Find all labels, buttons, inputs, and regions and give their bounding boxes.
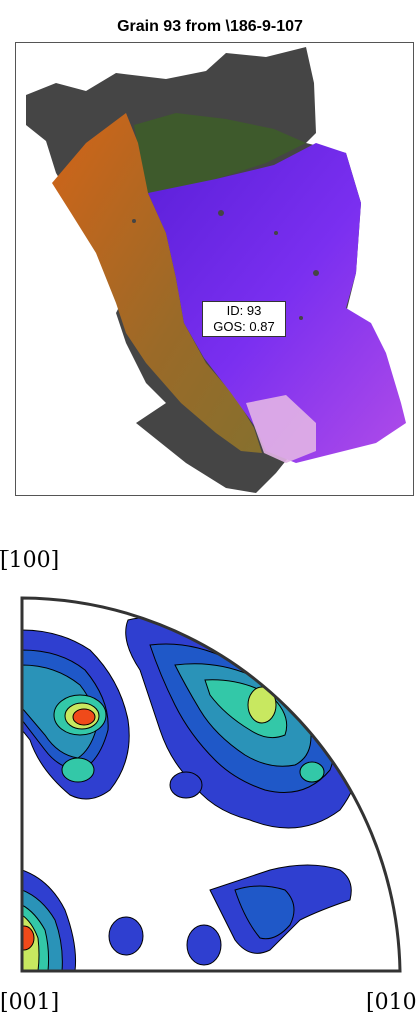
pole-figure [20, 596, 402, 973]
contour-right-2 [234, 885, 295, 940]
pole-label-bottom-left: [001] [0, 990, 60, 1015]
orange-grain [52, 113, 262, 453]
grain-info-box: ID: 93 GOS: 0.87 [202, 301, 286, 337]
ebsd-map: ID: 93 GOS: 0.87 [15, 42, 414, 496]
contour-band-small [299, 761, 325, 783]
grain-orientation-map [26, 47, 406, 493]
contour-band-5 [247, 686, 277, 724]
grain-gos-text: GOS: 0.87 [213, 319, 275, 334]
contour-blob-3 [186, 924, 222, 966]
contour-cluster-b-peak [22, 925, 35, 951]
contour-blob-1 [169, 771, 203, 799]
map-title: Grain 93 from \186-9-107 [117, 18, 303, 35]
contour-cluster-a-peak [72, 708, 96, 726]
contour-cluster-a-lower [61, 757, 95, 783]
pole-figure-outline [20, 596, 402, 973]
contour-blob-2 [108, 916, 144, 956]
unindexed-spots [132, 210, 319, 320]
green-grain [134, 113, 306, 193]
pole-label-bottom-right: [010 [366, 990, 417, 1015]
pink-zone [246, 395, 316, 463]
grain-id-text: ID: 93 [226, 303, 262, 318]
pole-label-top: [̅100] [0, 548, 60, 573]
